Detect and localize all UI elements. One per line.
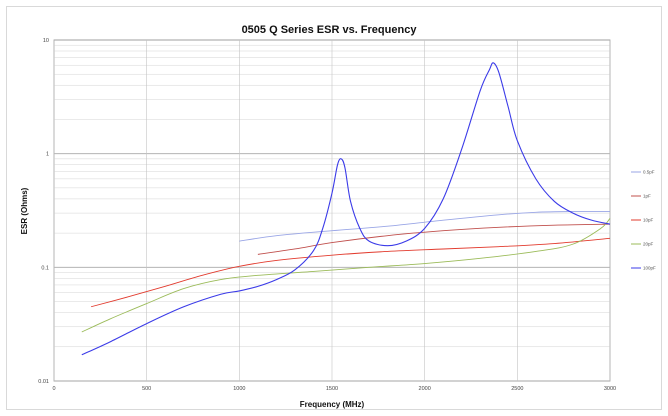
x-tick-label: 3000 bbox=[604, 386, 616, 392]
legend-label-10pf: 10pF bbox=[643, 218, 654, 223]
series-line-1pf bbox=[257, 223, 611, 255]
y-tick-label: 0.1 bbox=[41, 265, 49, 271]
x-axis-label: Frequency (MHz) bbox=[300, 400, 365, 409]
x-tick-label: 1000 bbox=[233, 386, 245, 392]
y-tick-labels: 0.01 0.1 1 10 bbox=[38, 38, 49, 385]
y-tick-label: 10 bbox=[43, 38, 49, 44]
chart-figure: 0505 Q Series ESR vs. Frequency 0 500 1000… bbox=[6, 6, 662, 410]
chart-title: 0505 Q Series ESR vs. Frequency bbox=[242, 24, 418, 36]
y-tick-label: 0.01 bbox=[38, 379, 49, 385]
legend-label-100pf: 100pF bbox=[643, 266, 656, 271]
x-tick-label: 2000 bbox=[419, 386, 431, 392]
grid-layer bbox=[53, 40, 611, 382]
y-axis-label: ESR (Ohms) bbox=[20, 187, 29, 234]
series-line-0-5pf bbox=[239, 210, 611, 242]
x-tick-label: 2500 bbox=[511, 386, 523, 392]
x-tick-labels: 0 500 1000 1500 2000 2500 3000 bbox=[52, 386, 616, 392]
series-layer bbox=[81, 62, 611, 356]
series-line-10pf bbox=[90, 237, 611, 308]
series-line-20pf bbox=[81, 217, 611, 333]
esr-frequency-chart: 0505 Q Series ESR vs. Frequency 0 500 1000… bbox=[20, 24, 656, 409]
legend-label-1pf: 1pF bbox=[643, 194, 651, 199]
x-tick-label: 1500 bbox=[326, 386, 338, 392]
x-tick-label: 500 bbox=[142, 386, 151, 392]
legend: 0.5pF 1pF 10pF 20pF 100pF bbox=[631, 170, 656, 271]
series-line-100pf bbox=[81, 62, 611, 356]
y-tick-label: 1 bbox=[46, 152, 49, 158]
x-tick-label: 0 bbox=[52, 386, 55, 392]
legend-label-0-5pf: 0.5pF bbox=[643, 170, 655, 175]
legend-label-20pf: 20pF bbox=[643, 242, 654, 247]
